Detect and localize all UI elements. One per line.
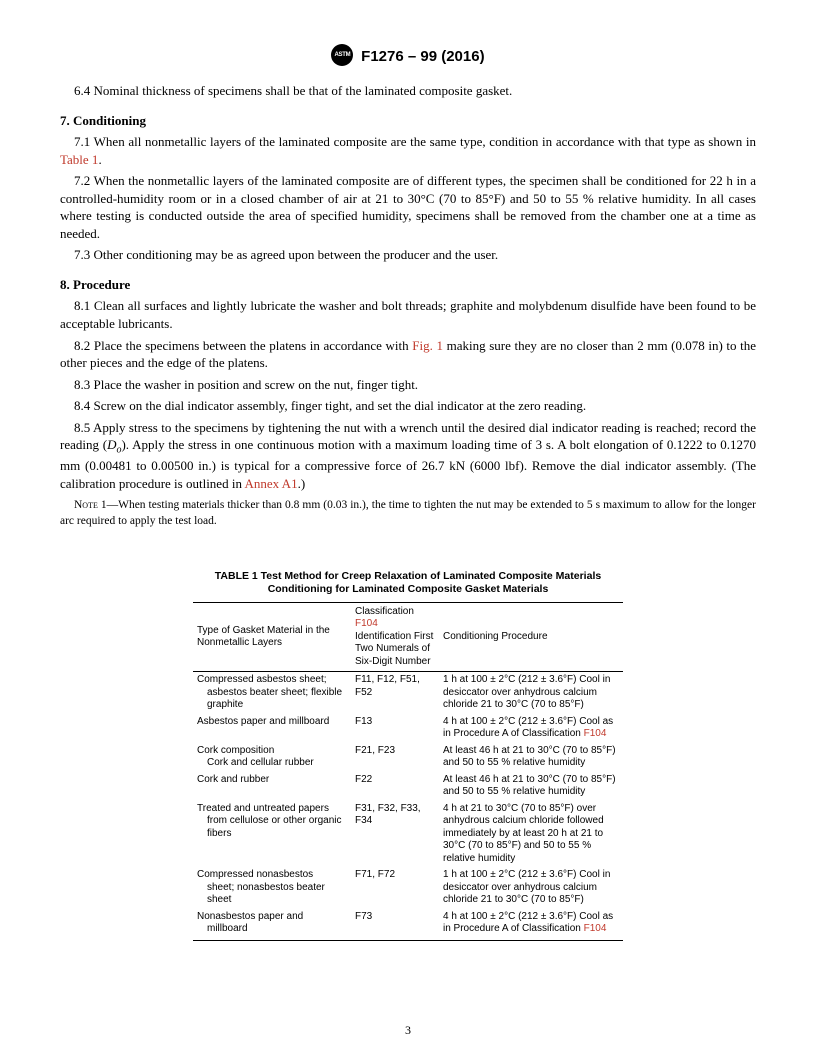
th-procedure: Conditioning Procedure	[439, 602, 623, 672]
section-8-heading: 8. Procedure	[60, 276, 756, 294]
cell-material: Cork compositionCork and cellular rubber	[193, 743, 351, 772]
f104-link-header[interactable]: F104	[355, 618, 378, 629]
table-row: Compressed nonasbestossheet; nonasbestos…	[193, 867, 623, 909]
cell-classification: F13	[351, 714, 439, 743]
th-classification-a: Classification	[355, 606, 414, 617]
table-row: Asbestos paper and millboardF134 h at 10…	[193, 714, 623, 743]
table-row: Cork compositionCork and cellular rubber…	[193, 743, 623, 772]
annex-a1-link[interactable]: Annex A1	[244, 476, 297, 491]
cell-procedure: At least 46 h at 21 to 30°C (70 to 85°F)…	[439, 743, 623, 772]
th-classification-b: Identification First Two Numerals of Six…	[355, 631, 433, 667]
cell-classification: F11, F12, F51, F52	[351, 672, 439, 714]
table-1-title: TABLE 1 Test Method for Creep Relaxation…	[193, 570, 623, 596]
cell-material: Treated and untreated papersfrom cellulo…	[193, 801, 351, 868]
page-header: F1276 – 99 (2016)	[60, 46, 756, 68]
table-row: Compressed asbestos sheet;asbestos beate…	[193, 672, 623, 714]
designation: F1276 – 99 (2016)	[361, 48, 484, 65]
note-1-label: Note	[74, 499, 98, 511]
cell-procedure: 1 h at 100 ± 2°C (212 ± 3.6°F) Cool in d…	[439, 867, 623, 909]
para-8-2: 8.2 Place the specimens between the plat…	[60, 337, 756, 372]
para-8-5: 8.5 Apply stress to the specimens by tig…	[60, 419, 756, 493]
cell-classification: F22	[351, 772, 439, 801]
para-7-1-text-a: 7.1 When all nonmetallic layers of the l…	[74, 134, 756, 149]
table-row: Treated and untreated papersfrom cellulo…	[193, 801, 623, 868]
cell-material: Compressed asbestos sheet;asbestos beate…	[193, 672, 351, 714]
cell-classification: F31, F32, F33, F34	[351, 801, 439, 868]
table-row: Nonasbestos paper andmillboardF734 h at …	[193, 909, 623, 941]
cell-procedure: At least 46 h at 21 to 30°C (70 to 85°F)…	[439, 772, 623, 801]
para-8-5-text-b: ). Apply the stress in one continuous mo…	[60, 437, 756, 491]
cell-procedure: 4 h at 100 ± 2°C (212 ± 3.6°F) Cool as i…	[439, 909, 623, 941]
para-8-5-text-c: .)	[298, 476, 306, 491]
table-row: Cork and rubberF22At least 46 h at 21 to…	[193, 772, 623, 801]
table-1-link[interactable]: Table 1	[60, 152, 98, 167]
th-classification: Classification F104 Identification First…	[351, 602, 439, 672]
cell-material: Compressed nonasbestossheet; nonasbestos…	[193, 867, 351, 909]
table-1: TABLE 1 Test Method for Creep Relaxation…	[193, 570, 623, 941]
para-8-1: 8.1 Clean all surfaces and lightly lubri…	[60, 297, 756, 332]
cell-procedure: 4 h at 100 ± 2°C (212 ± 3.6°F) Cool as i…	[439, 714, 623, 743]
note-1-text: 1—When testing materials thicker than 0.…	[60, 499, 756, 527]
para-8-2-text-a: 8.2 Place the specimens between the plat…	[74, 338, 412, 353]
th-material: Type of Gasket Material in the Nonmetall…	[193, 602, 351, 672]
para-7-2: 7.2 When the nonmetallic layers of the l…	[60, 172, 756, 242]
section-7-heading: 7. Conditioning	[60, 112, 756, 130]
note-1: Note 1—When testing materials thicker th…	[60, 498, 756, 529]
page-number: 3	[0, 1022, 816, 1038]
cell-procedure: 1 h at 100 ± 2°C (212 ± 3.6°F) Cool in d…	[439, 672, 623, 714]
cell-procedure: 4 h at 21 to 30°C (70 to 85°F) over anhy…	[439, 801, 623, 868]
fig-1-link[interactable]: Fig. 1	[412, 338, 443, 353]
para-7-1: 7.1 When all nonmetallic layers of the l…	[60, 133, 756, 168]
para-7-1-text-b: .	[98, 152, 101, 167]
astm-logo-icon	[331, 44, 353, 66]
f104-link[interactable]: F104	[584, 728, 607, 739]
cell-classification: F73	[351, 909, 439, 941]
cell-material: Cork and rubber	[193, 772, 351, 801]
para-7-3: 7.3 Other conditioning may be as agreed …	[60, 246, 756, 264]
cell-classification: F21, F23	[351, 743, 439, 772]
para-8-4: 8.4 Screw on the dial indicator assembly…	[60, 397, 756, 415]
para-8-3: 8.3 Place the washer in position and scr…	[60, 376, 756, 394]
cell-material: Nonasbestos paper andmillboard	[193, 909, 351, 941]
f104-link[interactable]: F104	[584, 923, 607, 934]
para-6-4: 6.4 Nominal thickness of specimens shall…	[60, 82, 756, 100]
cell-classification: F71, F72	[351, 867, 439, 909]
cell-material: Asbestos paper and millboard	[193, 714, 351, 743]
